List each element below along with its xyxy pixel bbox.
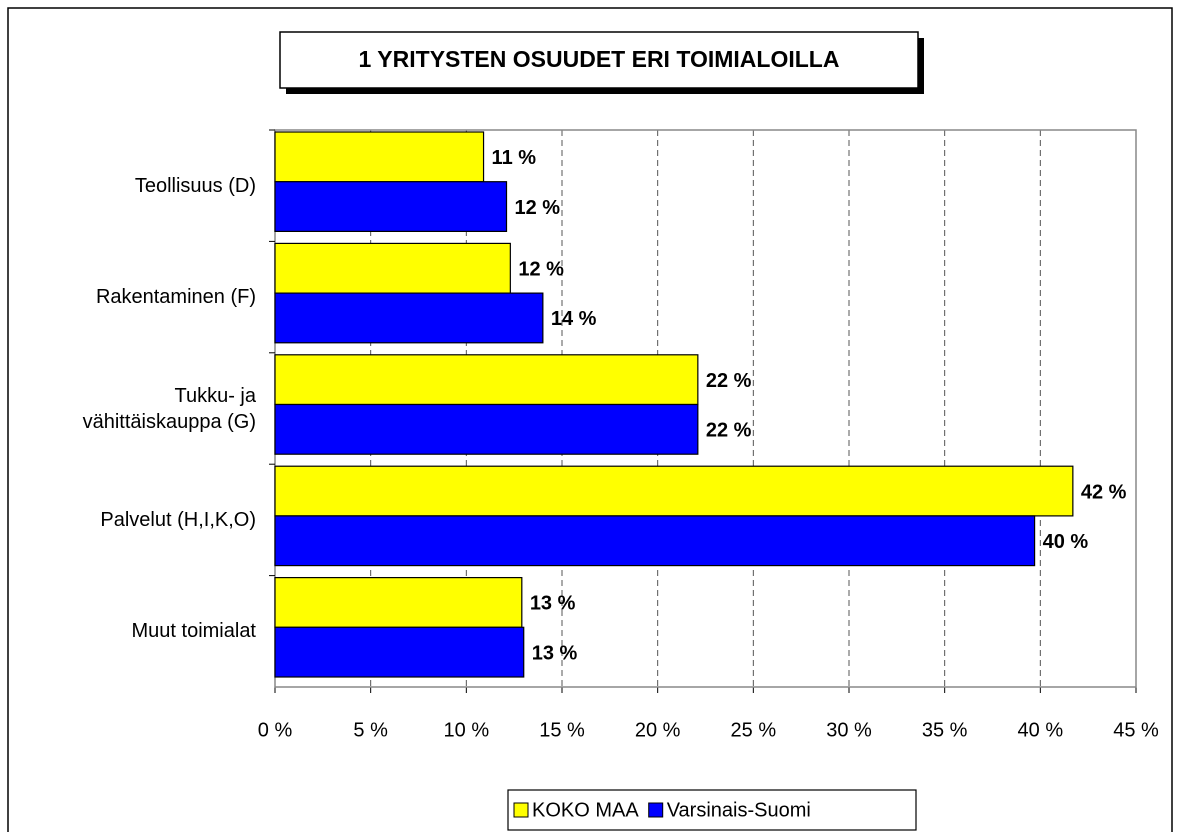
bar (274, 403, 699, 455)
x-tick-label: 25 % (731, 719, 777, 741)
y-tick-label: Rakentaminen (F) (95, 286, 256, 309)
bar (274, 131, 485, 183)
bar-value-label: 13 % (530, 593, 576, 615)
y-tick-label: Palvelut (H,I,K,O) (100, 508, 256, 531)
y-tick-label: Muut toimialat (131, 620, 257, 643)
bar (274, 515, 1036, 567)
legend-label: KOKO MAA (532, 799, 639, 821)
x-tick-label: 15 % (539, 719, 585, 741)
x-tick-label: 0 % (258, 719, 293, 741)
y-tick-label: Tukku- ja vähittäiskauppa (G) (82, 384, 256, 433)
x-tick-label: 45 % (1113, 719, 1159, 741)
bar-value-label: 40 % (1043, 531, 1089, 553)
legend-swatch (513, 802, 529, 818)
x-tick-label: 30 % (826, 719, 872, 741)
bar-value-label: 12 % (518, 259, 564, 281)
x-tick-label: 20 % (635, 719, 681, 741)
x-tick-label: 35 % (922, 719, 968, 741)
bar (274, 626, 525, 678)
bar (274, 354, 699, 406)
x-tick-label: 40 % (1018, 719, 1064, 741)
legend-label: Varsinais-Suomi (667, 799, 811, 821)
bar (274, 576, 523, 628)
bar (274, 292, 544, 344)
bar-value-label: 42 % (1081, 481, 1127, 503)
bar-value-label: 22 % (706, 420, 752, 442)
bar (274, 181, 508, 232)
x-tick-label: 10 % (444, 719, 490, 741)
chart-title: 1 YRITYSTEN OSUUDET ERI TOIMIALOILLA (359, 46, 840, 72)
x-tick-label: 5 % (353, 719, 388, 741)
title-box (279, 31, 919, 89)
bar-value-label: 13 % (532, 642, 578, 664)
y-tick-label: Teollisuus (D) (134, 174, 256, 197)
bar-value-label: 12 % (515, 197, 561, 219)
legend-box (507, 789, 917, 831)
bar-value-label: 11 % (492, 147, 537, 169)
legend-swatch (648, 802, 664, 818)
bar-value-label: 22 % (706, 370, 752, 392)
bar (274, 242, 511, 294)
bar-value-label: 14 % (551, 308, 597, 330)
bar (274, 465, 1074, 517)
